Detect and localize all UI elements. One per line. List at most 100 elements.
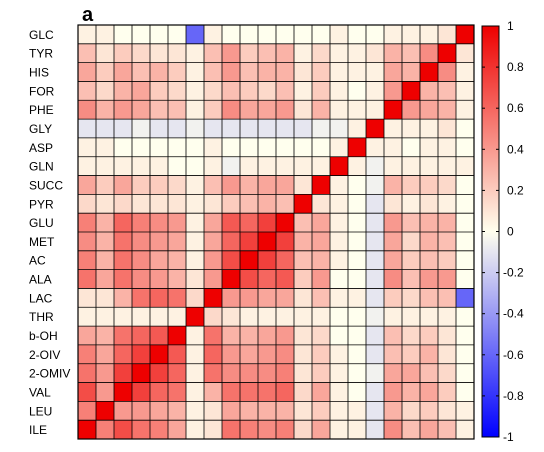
heatmap-cell-TYR-MET [258, 43, 277, 63]
heatmap-cell-2-OMIV-ALA [222, 363, 241, 383]
heatmap-cell-GLU-2-OMIV [132, 213, 151, 233]
heatmap-cell-GLU-ASP [348, 213, 367, 233]
heatmap-cell-GLY-b-OH [168, 119, 187, 139]
heatmap-cell-ASP-TYR [438, 137, 457, 158]
heatmap-cell-THR-GLC [456, 307, 475, 327]
heatmap-cell-FOR-FOR [402, 81, 421, 101]
heatmap-cell-LAC-AC [240, 288, 259, 308]
heatmap-cell-MET-TYR [438, 232, 457, 252]
heatmap-cell-GLN-GLC [456, 156, 475, 176]
heatmap-cell-PHE-b-OH [168, 100, 187, 120]
heatmap-cell-MET-MET [258, 232, 277, 252]
heatmap-cell-HIS-AC [240, 62, 259, 82]
heatmap-cell-GLC-GLN [330, 25, 349, 45]
heatmap-cell-SUCC-GLN [330, 175, 349, 195]
heatmap-cell-2-OIV-THR [186, 344, 205, 365]
heatmap-cell-AC-PYR [294, 250, 313, 270]
heatmap-cell-PHE-PYR [294, 100, 313, 120]
heatmap-cell-THR-TYR [438, 307, 457, 327]
heatmap-cell-LEU-ASP [348, 401, 367, 421]
heatmap-cell-2-OIV-FOR [402, 344, 421, 365]
heatmap-cell-2-OMIV-PYR [294, 363, 313, 383]
heatmap-cell-PYR-PYR [294, 194, 313, 214]
heatmap-cell-SUCC-GLY [366, 175, 385, 195]
heatmap-cell-SUCC-PYR [294, 175, 313, 195]
heatmap-cell-LEU-LAC [204, 401, 223, 421]
heatmap-cell-LEU-2-OMIV [132, 401, 151, 421]
heatmap-cell-HIS-2-OMIV [132, 62, 151, 82]
heatmap-cell-LEU-ALA [222, 401, 241, 421]
heatmap-cell-VAL-TYR [438, 382, 457, 402]
heatmap-cell-GLU-b-OH [168, 213, 187, 233]
heatmap-cell-LEU-LEU [96, 401, 115, 421]
colorbar-tick-label: -0.6 [503, 348, 524, 362]
heatmap-cell-2-OIV-TYR [438, 344, 457, 365]
heatmap-cell-2-OMIV-2-OIV [150, 363, 169, 383]
heatmap-cell-GLN-HIS [420, 156, 439, 176]
heatmap-cell-b-OH-FOR [402, 326, 421, 346]
colorbar-tick-label: 1 [507, 19, 514, 33]
heatmap-cell-PYR-THR [186, 194, 205, 214]
heatmap-cell-ASP-PYR [294, 137, 313, 158]
heatmap-cell-PYR-LAC [204, 194, 223, 214]
heatmap-cell-ILE-ILE [78, 420, 97, 440]
heatmap-cell-ASP-ALA [222, 137, 241, 158]
heatmap-cell-GLY-GLU [276, 119, 295, 139]
plot-frame [77, 24, 475, 440]
heatmap-cell-2-OMIV-ILE [78, 363, 97, 383]
heatmap-cell-MET-SUCC [312, 232, 331, 252]
heatmap-cell-MET-LAC [204, 232, 223, 252]
heatmap-cell-HIS-GLN [330, 62, 349, 82]
heatmap-cell-VAL-LEU [96, 382, 115, 402]
heatmap-cell-GLN-AC [240, 156, 259, 176]
heatmap-cell-TYR-PHE [384, 43, 403, 63]
heatmap-cell-b-OH-HIS [420, 326, 439, 346]
heatmap-cell-VAL-PYR [294, 382, 313, 402]
heatmap-cell-2-OIV-GLU [276, 344, 295, 365]
heatmap-cell-FOR-AC [240, 81, 259, 101]
heatmap-cell-b-OH-VAL [114, 326, 133, 346]
heatmap-cell-GLY-ASP [348, 119, 367, 139]
heatmap-cell-FOR-PHE [384, 81, 403, 101]
heatmap-cell-FOR-ALA [222, 81, 241, 101]
heatmap-cell-FOR-GLC [456, 81, 475, 101]
heatmap-cell-GLU-MET [258, 213, 277, 233]
heatmap-cell-2-OIV-ILE [78, 344, 97, 365]
heatmap-cell-HIS-GLC [456, 62, 475, 82]
heatmap-cell-SUCC-AC [240, 175, 259, 195]
heatmap-cell-ILE-GLU [276, 420, 295, 440]
heatmap-cell-b-OH-ASP [348, 326, 367, 346]
heatmap-cell-PHE-GLU [276, 100, 295, 120]
heatmap-cell-TYR-GLN [330, 43, 349, 63]
heatmap-cell-ILE-PHE [384, 420, 403, 440]
heatmap-cell-LAC-THR [186, 288, 205, 308]
heatmap-cell-SUCC-PHE [384, 175, 403, 195]
row-label-THR: THR [29, 310, 54, 324]
heatmap-cell-ALA-VAL [114, 269, 133, 289]
colorbar-tick-label: -0.4 [503, 307, 524, 321]
heatmap-cell-SUCC-2-OIV [150, 175, 169, 195]
heatmap-cell-2-OMIV-GLU [276, 363, 295, 383]
heatmap-cell-TYR-b-OH [168, 43, 187, 63]
heatmap-cell-ALA-GLY [366, 269, 385, 289]
heatmap-cell-ASP-GLC [456, 137, 475, 158]
heatmap-cell-ILE-ALA [222, 420, 241, 440]
heatmap-cell-AC-ALA [222, 250, 241, 270]
heatmap-cell-LAC-PYR [294, 288, 313, 308]
heatmap-cell-THR-AC [240, 307, 259, 327]
heatmap-cell-AC-PHE [384, 250, 403, 270]
heatmap-cell-ASP-b-OH [168, 137, 187, 158]
heatmap-cell-LEU-FOR [402, 401, 421, 421]
heatmap-cell-SUCC-SUCC [312, 175, 331, 195]
heatmap-cell-ILE-FOR [402, 420, 421, 440]
heatmap-cell-HIS-LAC [204, 62, 223, 82]
heatmap-cell-AC-2-OIV [150, 250, 169, 270]
heatmap-cell-GLY-TYR [438, 119, 457, 139]
heatmap-cell-ALA-FOR [402, 269, 421, 289]
heatmap-cell-GLN-b-OH [168, 156, 187, 176]
heatmap-cell-GLC-MET [258, 25, 277, 45]
heatmap-cell-LAC-VAL [114, 288, 133, 308]
colorbar-ticks: 1 0.8 0.6 0.4 0.2 0 -0.2 -0.4 -0.6 -0.8 -1 [482, 19, 524, 444]
heatmap-cell-PYR-2-OIV [150, 194, 169, 214]
heatmap-cell-b-OH-ILE [78, 326, 97, 346]
